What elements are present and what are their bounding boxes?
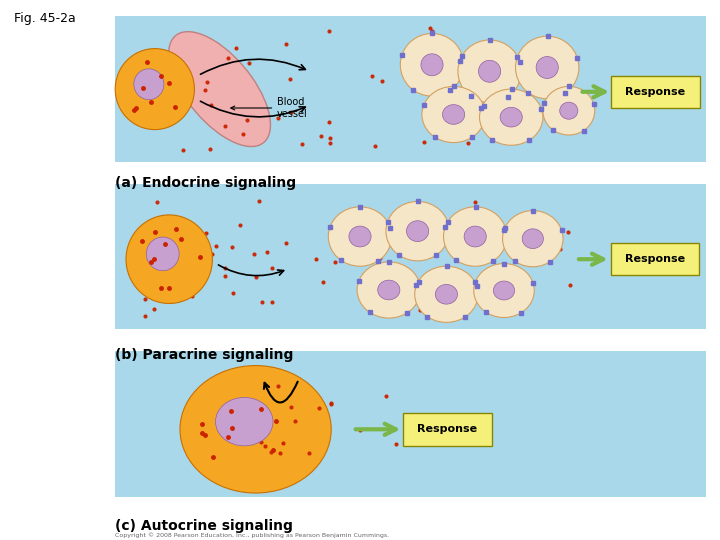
Text: Response: Response	[626, 87, 685, 97]
Bar	[115, 16, 706, 162]
Ellipse shape	[421, 54, 443, 76]
FancyBboxPatch shape	[611, 243, 699, 275]
Ellipse shape	[180, 366, 331, 493]
Ellipse shape	[559, 102, 578, 119]
Ellipse shape	[357, 262, 420, 318]
Ellipse shape	[443, 105, 464, 124]
Ellipse shape	[126, 215, 212, 303]
Ellipse shape	[349, 226, 371, 247]
Ellipse shape	[407, 221, 428, 241]
Ellipse shape	[458, 40, 521, 103]
Bar	[115, 184, 706, 329]
Ellipse shape	[500, 107, 522, 127]
Ellipse shape	[543, 86, 595, 135]
FancyBboxPatch shape	[403, 413, 492, 446]
Ellipse shape	[480, 89, 543, 145]
Ellipse shape	[464, 226, 486, 247]
Ellipse shape	[436, 285, 457, 304]
Ellipse shape	[400, 33, 464, 96]
Ellipse shape	[328, 207, 392, 266]
Ellipse shape	[146, 237, 179, 271]
Ellipse shape	[386, 201, 449, 261]
Text: (c) Autocrine signaling: (c) Autocrine signaling	[115, 519, 293, 534]
Ellipse shape	[168, 32, 271, 146]
Text: (a) Endocrine signaling: (a) Endocrine signaling	[115, 176, 297, 190]
Ellipse shape	[422, 86, 485, 143]
Ellipse shape	[493, 281, 515, 300]
FancyBboxPatch shape	[611, 76, 700, 108]
Text: Response: Response	[625, 254, 685, 264]
Ellipse shape	[516, 36, 579, 99]
Ellipse shape	[115, 49, 194, 130]
Ellipse shape	[474, 264, 534, 318]
Bar	[115, 351, 706, 497]
Ellipse shape	[536, 57, 558, 78]
Text: (b) Paracrine signaling: (b) Paracrine signaling	[115, 348, 294, 362]
Ellipse shape	[503, 211, 563, 267]
Ellipse shape	[134, 69, 164, 99]
Ellipse shape	[479, 60, 500, 82]
Ellipse shape	[378, 280, 400, 300]
Text: Blood
vessel: Blood vessel	[231, 97, 308, 119]
Text: Copyright © 2008 Pearson Education, Inc., publishing as Pearson Benjamin Cumming: Copyright © 2008 Pearson Education, Inc.…	[115, 533, 390, 538]
Ellipse shape	[215, 397, 273, 446]
Ellipse shape	[522, 229, 544, 248]
Ellipse shape	[415, 266, 478, 322]
Text: Fig. 45-2a: Fig. 45-2a	[14, 12, 76, 25]
Ellipse shape	[444, 207, 507, 266]
Text: Response: Response	[418, 424, 477, 434]
